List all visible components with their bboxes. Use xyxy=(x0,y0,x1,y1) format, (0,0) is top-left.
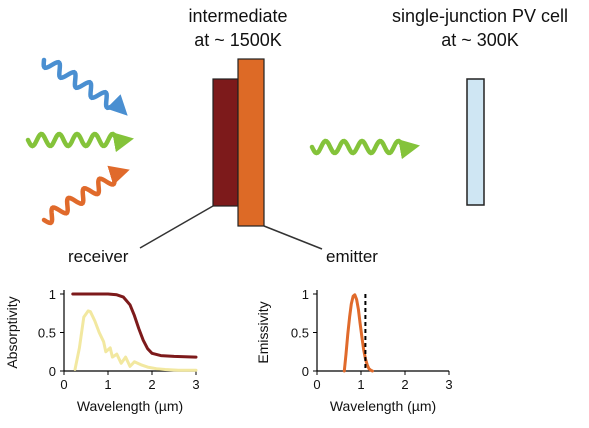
x-axis-label: Wavelength (µm) xyxy=(77,398,183,414)
pv-cell-temperature: at ~ 300K xyxy=(441,30,519,50)
x-tick-label: 3 xyxy=(445,377,452,392)
x-tick-label: 0 xyxy=(60,377,67,392)
y-tick-label: 0 xyxy=(302,364,309,379)
y-tick-label: 0.5 xyxy=(38,326,56,341)
series-line-1 xyxy=(342,293,374,373)
y-tick-label: 1 xyxy=(49,287,56,302)
y-tick-label: 0.5 xyxy=(291,326,309,341)
receiver-leader-line xyxy=(139,205,214,249)
emitter-block xyxy=(237,58,265,227)
series-line-2 xyxy=(73,309,198,372)
x-tick-label: 3 xyxy=(192,377,199,392)
x-tick-label: 1 xyxy=(357,377,364,392)
intermediate-temperature: at ~ 1500K xyxy=(194,30,282,50)
emitter-leader-line xyxy=(263,225,323,250)
pv-cell-title: single-junction PV cell xyxy=(392,6,568,26)
y-axis-label: Emissivity xyxy=(255,301,271,363)
y-tick-label: 0 xyxy=(49,364,56,379)
y-axis-label: Absorptivity xyxy=(4,296,20,368)
pv-cell xyxy=(466,78,485,206)
incoming-light-arrows xyxy=(25,57,134,226)
green-light-wave-arrow xyxy=(25,131,134,153)
x-axis-label: Wavelength (µm) xyxy=(330,398,436,414)
emitter-label: emitter xyxy=(326,247,378,266)
receiver-block xyxy=(212,78,239,207)
blue-light-wave-arrow xyxy=(41,57,128,116)
orange-light-wave-arrow xyxy=(41,165,130,226)
y-tick-label: 1 xyxy=(302,287,309,302)
x-tick-label: 2 xyxy=(148,377,155,392)
receiver-label: receiver xyxy=(68,247,129,266)
intermediate-title: intermediate xyxy=(188,6,287,26)
x-tick-label: 2 xyxy=(401,377,408,392)
series-line-1 xyxy=(71,292,198,359)
absorptivity-chart: 0 1 2 3 0 0.5 1 Wavelength (µm) Absorptivity xyxy=(4,287,200,414)
emissivity-chart: 0 1 2 3 0 0.5 1 Wavelength (µm) Emissivity xyxy=(255,287,453,414)
emitted-light-wave-arrow xyxy=(309,138,420,160)
x-tick-label: 0 xyxy=(313,377,320,392)
x-tick-label: 1 xyxy=(104,377,111,392)
